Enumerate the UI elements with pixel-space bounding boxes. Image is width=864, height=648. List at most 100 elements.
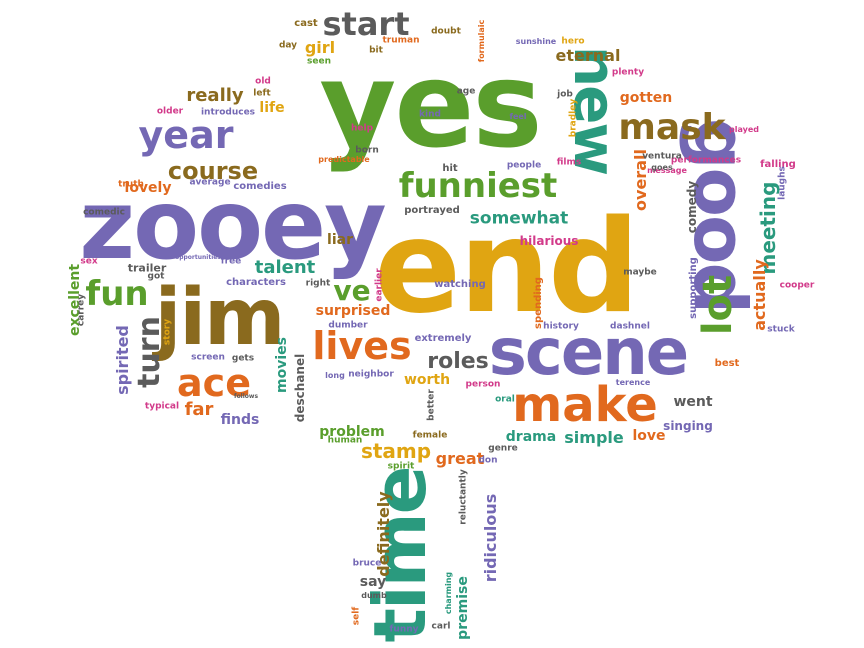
cloud-word: carl	[431, 621, 451, 632]
cloud-word: falling	[760, 159, 796, 170]
cloud-word: reluctantly	[458, 469, 469, 525]
cloud-word: message	[647, 166, 687, 175]
cloud-word: bradley	[568, 98, 579, 138]
cloud-word: girl	[304, 38, 336, 57]
cloud-word: bit	[369, 45, 383, 56]
cloud-word: right	[305, 278, 331, 289]
cloud-word: kind	[419, 109, 441, 120]
cloud-word: far	[184, 399, 214, 420]
cloud-word: stuck	[767, 324, 795, 335]
cloud-word: lives	[312, 324, 412, 368]
cloud-word: yes	[319, 36, 542, 174]
cloud-word: dumber	[328, 320, 368, 331]
cloud-word: hit	[442, 163, 458, 174]
cloud-word: older	[156, 106, 184, 117]
cloud-word: surprised	[315, 303, 391, 319]
cloud-word: jim	[154, 273, 286, 363]
cloud-word: great	[435, 449, 485, 468]
cloud-word: ridiculous	[481, 493, 500, 583]
cloud-word: cooper	[779, 280, 815, 291]
cloud-word: zooey	[79, 169, 386, 281]
cloud-word: funniest	[398, 166, 558, 206]
cloud-word: predictable	[318, 155, 370, 164]
cloud-word: hero	[561, 36, 585, 47]
cloud-word: formulaic	[477, 19, 486, 63]
cloud-word: liar	[327, 232, 353, 248]
cloud-word: spending	[533, 277, 544, 329]
cloud-word: genre	[488, 443, 518, 454]
cloud-word: people	[506, 160, 542, 171]
cloud-word: extremely	[414, 333, 472, 344]
cloud-word: really	[186, 85, 244, 106]
cloud-word: carrey	[76, 293, 87, 327]
cloud-word: terence	[615, 378, 651, 387]
cloud-word: sunshine	[515, 37, 557, 46]
cloud-word: say	[359, 574, 387, 590]
cloud-word: cast	[294, 18, 318, 29]
cloud-word: hilarious	[519, 234, 579, 248]
cloud-word: doubt	[431, 26, 461, 37]
cloud-word: neighbor	[348, 369, 394, 380]
cloud-word: opportunities	[175, 254, 221, 261]
cloud-word: singing	[663, 419, 713, 433]
cloud-word: introduces	[200, 107, 256, 118]
cloud-word: premise	[455, 576, 471, 640]
cloud-word: comedic	[83, 207, 125, 218]
cloud-word: don	[478, 455, 498, 466]
cloud-word: comedy	[685, 180, 699, 234]
cloud-word: spirited	[113, 325, 132, 395]
cloud-word: comedies	[233, 181, 287, 192]
cloud-word: female	[412, 430, 448, 441]
cloud-word: spirit	[387, 461, 415, 472]
cloud-word: best	[714, 358, 740, 369]
cloud-word: love	[632, 428, 666, 444]
cloud-word: stamp	[360, 439, 432, 463]
cloud-word: roles	[427, 349, 489, 374]
cloud-word: turn	[132, 316, 167, 388]
cloud-word: simple	[564, 428, 624, 447]
cloud-word: played	[729, 125, 759, 134]
cloud-word: somewhat	[469, 208, 569, 229]
cloud-word: age	[456, 86, 476, 97]
cloud-word: person	[465, 379, 501, 390]
cloud-word: maybe	[623, 267, 657, 278]
cloud-word: laughs	[777, 166, 788, 200]
cloud-word: got	[147, 271, 165, 282]
cloud-word: typical	[144, 401, 180, 412]
cloud-word: characters	[226, 277, 286, 288]
cloud-word: course	[167, 157, 259, 185]
cloud-word: scene	[488, 316, 689, 390]
cloud-word: help	[350, 123, 374, 134]
cloud-word: drama	[505, 429, 557, 445]
cloud-word: lot	[695, 274, 741, 336]
cloud-word: earlier	[374, 268, 385, 302]
cloud-word: story	[162, 318, 173, 346]
cloud-word: deschanel	[293, 353, 307, 423]
cloud-word: eternal	[555, 46, 621, 65]
cloud-word: feel	[509, 112, 527, 121]
cloud-word: gotten	[619, 90, 673, 106]
cloud-word: left	[253, 88, 271, 99]
cloud-word: gets	[231, 353, 255, 364]
cloud-word: actually	[750, 259, 769, 331]
cloud-word: job	[557, 89, 573, 100]
cloud-word: finds	[220, 412, 260, 428]
cloud-word: mask	[618, 107, 726, 148]
cloud-word: went	[673, 394, 713, 410]
cloud-word: watching	[434, 279, 486, 290]
cloud-word: problem	[319, 424, 385, 440]
cloud-word: follows	[233, 393, 259, 400]
cloud-word: end	[374, 193, 640, 342]
cloud-word: worth	[403, 372, 451, 388]
cloud-word: start	[322, 5, 410, 43]
cloud-word: sex	[80, 256, 98, 267]
cloud-word: supporting	[688, 257, 699, 319]
cloud-word: trailer	[127, 261, 167, 275]
cloud-word: history	[543, 321, 579, 332]
cloud-word: funny	[389, 624, 419, 635]
cloud-word: life	[259, 100, 285, 116]
cloud-word: make	[512, 377, 658, 433]
cloud-word: goes	[651, 163, 673, 172]
cloud-word: ace	[177, 361, 251, 405]
cloud-word: year	[138, 113, 234, 157]
